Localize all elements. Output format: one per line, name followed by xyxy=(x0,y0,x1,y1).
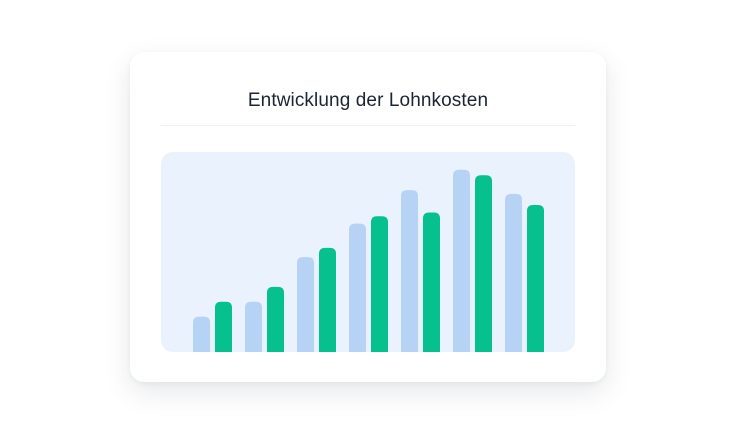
bar-series1-6 xyxy=(453,169,470,352)
bar-series2-4 xyxy=(371,216,388,352)
bar-series2-5 xyxy=(423,212,440,352)
bar-series1-7 xyxy=(505,193,522,352)
bar-series2-3 xyxy=(319,247,336,352)
bar-series1-4 xyxy=(349,223,366,352)
bar-series2-2 xyxy=(267,286,284,352)
chart-card: Entwicklung der Lohnkosten xyxy=(130,52,606,382)
chart-title: Entwicklung der Lohnkosten xyxy=(247,90,489,111)
bar-series2-1 xyxy=(215,301,232,352)
chart-panel xyxy=(161,152,575,352)
bar-series1-1 xyxy=(193,316,210,352)
bar-series2-7 xyxy=(527,205,544,352)
bar-series2-6 xyxy=(475,175,492,352)
bar-series1-3 xyxy=(297,257,314,352)
bar-series1-2 xyxy=(245,301,262,352)
bar-chart xyxy=(161,152,575,352)
bar-series1-5 xyxy=(401,190,418,352)
title-divider xyxy=(161,125,575,126)
